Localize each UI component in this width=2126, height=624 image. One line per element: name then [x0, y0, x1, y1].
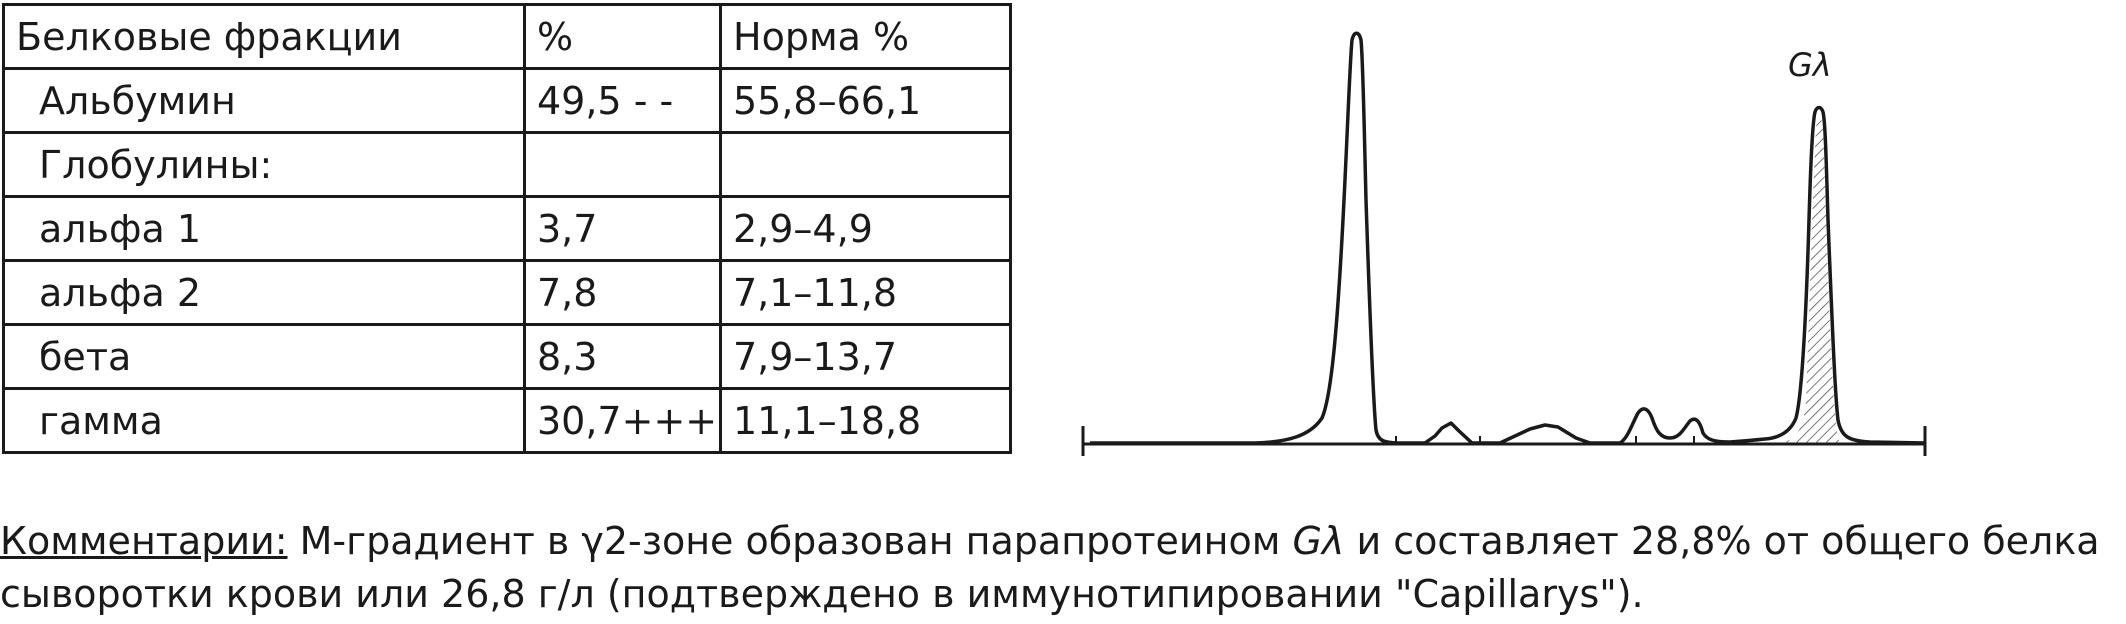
fraction-name: альфа 2 [2, 259, 526, 326]
fraction-percent: 3,7 [523, 195, 722, 262]
fraction-percent [523, 131, 722, 198]
fraction-norm: 55,8–66,1 [719, 67, 1012, 134]
comment-paragraph: Комментарии: М-градиент в γ2-зоне образо… [0, 515, 2120, 621]
paraprotein-peak-hatch [1780, 117, 1840, 443]
fraction-name: гамма [2, 387, 526, 454]
peak-label: Gλ [1788, 46, 1832, 84]
header-norm: Норма % [719, 3, 1012, 70]
table-row-alpha1: альфа 1 3,7 2,9–4,9 [2, 195, 1012, 262]
fraction-name: альфа 1 [2, 195, 526, 262]
table-row-albumin: Альбумин 49,5 - - 55,8–66,1 [2, 67, 1012, 134]
fraction-percent: 49,5 - - [523, 67, 722, 134]
fraction-name: Альбумин [2, 67, 526, 134]
fraction-name: Глобулины: [2, 131, 526, 198]
table-row-gamma: гамма 30,7+++ 11,1–18,8 [2, 387, 1012, 454]
comment-text-part2: и составляет 28,8% от общего белка сывор… [0, 519, 2100, 616]
comment-label: Комментарии: [0, 519, 288, 563]
fraction-name: бета [2, 323, 526, 390]
fraction-percent: 7,8 [523, 259, 722, 326]
comment-paraprotein: Gλ [1292, 519, 1345, 563]
table-header-row: Белковые фракции % Норма % [2, 3, 1012, 70]
protein-fractions-table: Белковые фракции % Норма % Альбумин 49,5… [2, 3, 1012, 454]
fraction-percent: 8,3 [523, 323, 722, 390]
protein-curve [1090, 31, 1927, 445]
electrophoregram: Gλ [1081, 31, 1927, 456]
fraction-norm: 7,9–13,7 [719, 323, 1012, 390]
fraction-norm: 11,1–18,8 [719, 387, 1012, 454]
table-row-beta: бета 8,3 7,9–13,7 [2, 323, 1012, 390]
fraction-norm: 7,1–11,8 [719, 259, 1012, 326]
header-fraction: Белковые фракции [2, 3, 526, 70]
table-row-alpha2: альфа 2 7,8 7,1–11,8 [2, 259, 1012, 326]
fraction-percent: 30,7+++ [523, 387, 722, 454]
fraction-norm: 2,9–4,9 [719, 195, 1012, 262]
table-row-globulins: Глобулины: [2, 131, 1012, 198]
header-percent: % [523, 3, 722, 70]
fraction-norm [719, 131, 1012, 198]
comment-text-part1: М-градиент в γ2-зоне образован парапроте… [287, 519, 1293, 563]
